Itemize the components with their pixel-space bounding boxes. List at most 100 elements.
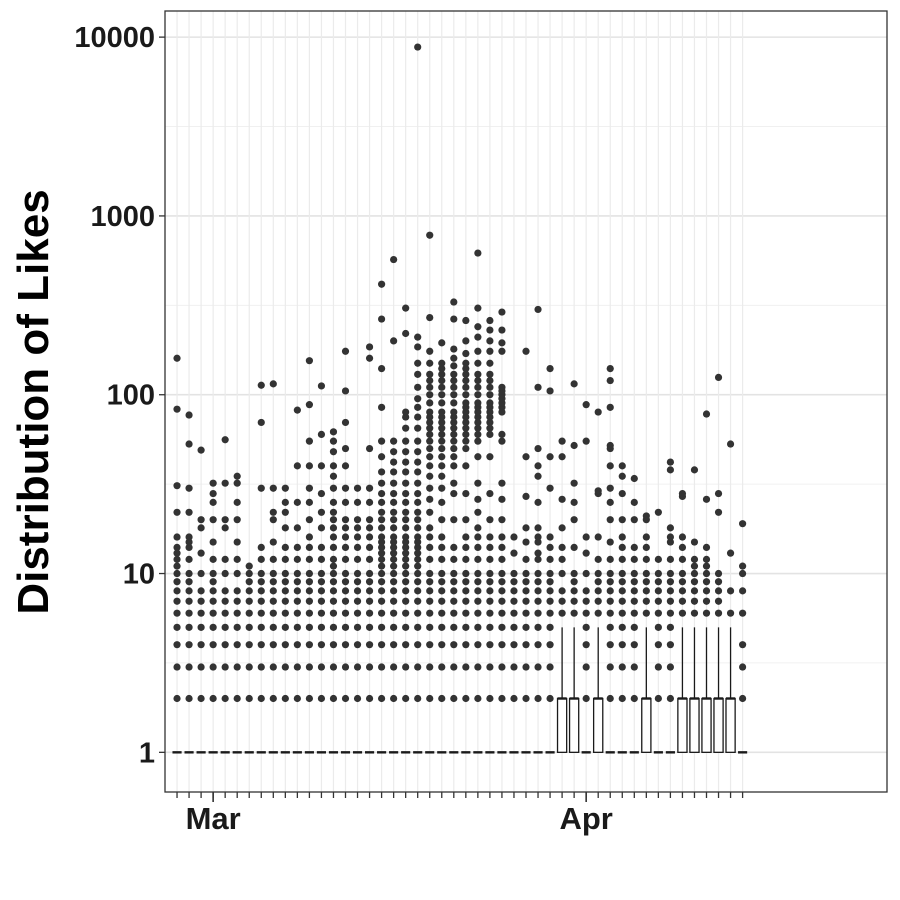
box-2020-03-04 [244, 562, 254, 754]
outlier-point [269, 555, 277, 563]
outlier-point [690, 466, 699, 474]
outlier-point [197, 446, 205, 454]
outlier-point [546, 555, 554, 563]
outlier-point [546, 569, 554, 578]
outlier-point [414, 587, 422, 595]
outlier-point [522, 538, 530, 546]
outlier-point [570, 441, 578, 450]
outlier-point [630, 587, 638, 595]
outlier-point [293, 587, 301, 595]
outlier-point [365, 533, 374, 541]
outlier-point [534, 524, 542, 532]
outlier-point [606, 498, 614, 506]
outlier-point [269, 578, 277, 586]
outlier-point [498, 516, 506, 524]
outlier-point [630, 694, 638, 703]
outlier-point [426, 444, 434, 453]
outlier-point [714, 508, 723, 516]
outlier-point [185, 578, 193, 586]
outlier-point [486, 623, 494, 631]
outlier-point [329, 694, 338, 703]
outlier-point [462, 543, 470, 552]
outlier-point [546, 453, 554, 461]
outlier-point [305, 587, 313, 595]
outlier-point [173, 562, 181, 570]
outlier-point [197, 623, 205, 631]
outlier-point [522, 663, 530, 671]
outlier-point [534, 641, 542, 649]
outlier-point [462, 694, 470, 703]
outlier-point [209, 587, 217, 595]
outlier-point [414, 508, 422, 516]
outlier-point [257, 578, 265, 586]
outlier-point [329, 428, 338, 436]
outlier-point [618, 472, 626, 480]
boxplot-series [172, 43, 748, 754]
outlier-point [414, 641, 422, 649]
outlier-point [414, 694, 422, 703]
outlier-point [414, 458, 422, 466]
outlier-point [582, 663, 590, 671]
x-tick-label: Apr [559, 801, 612, 836]
outlier-point [438, 533, 446, 541]
outlier-point [173, 405, 181, 413]
outlier-point [329, 562, 338, 570]
outlier-point [510, 578, 518, 586]
outlier-point [462, 424, 470, 432]
outlier-point [293, 406, 301, 414]
outlier-point [353, 578, 362, 586]
outlier-point [498, 609, 506, 617]
outlier-point [233, 609, 241, 617]
outlier-point [534, 578, 542, 586]
outlier-point [353, 524, 362, 532]
outlier-point [618, 623, 626, 631]
outlier-point [666, 466, 675, 474]
outlier-point [173, 609, 181, 617]
outlier-point [462, 641, 470, 649]
outlier-point [498, 308, 506, 316]
outlier-point [462, 349, 470, 358]
outlier-point [390, 448, 398, 456]
outlier-point [558, 597, 566, 605]
outlier-point [317, 555, 326, 563]
box-2020-03-24 [485, 316, 495, 754]
outlier-point [618, 569, 626, 578]
outlier-point [341, 555, 350, 563]
outlier-point [185, 484, 193, 492]
outlier-point [185, 623, 193, 631]
outlier-point [486, 533, 494, 541]
box-body [689, 697, 700, 753]
outlier-point [534, 498, 542, 506]
outlier-point [378, 498, 386, 506]
outlier-point [486, 370, 494, 378]
outlier-point [378, 609, 386, 617]
outlier-point [546, 587, 554, 595]
outlier-point [414, 543, 422, 552]
outlier-point [678, 587, 687, 595]
outlier-point [317, 597, 326, 605]
outlier-point [618, 587, 626, 595]
outlier-point [257, 484, 265, 492]
outlier-point [486, 569, 494, 578]
outlier-point [450, 362, 458, 370]
outlier-point [510, 587, 518, 595]
outlier-point [702, 555, 711, 563]
outlier-point [666, 538, 675, 546]
outlier-point [582, 694, 590, 703]
outlier-point [426, 578, 434, 586]
outlier-point [426, 543, 434, 552]
outlier-point [426, 663, 434, 671]
outlier-point [630, 641, 638, 649]
outlier-point [522, 524, 530, 532]
outlier-point [654, 587, 662, 595]
outlier-point [510, 609, 518, 617]
outlier-point [365, 444, 374, 453]
outlier-point [534, 383, 542, 391]
outlier-point [498, 430, 506, 438]
outlier-point [690, 609, 699, 617]
outlier-point [341, 569, 350, 578]
outlier-point [642, 569, 650, 578]
outlier-point [486, 430, 494, 438]
outlier-point [233, 694, 241, 703]
outlier-point [486, 543, 494, 552]
